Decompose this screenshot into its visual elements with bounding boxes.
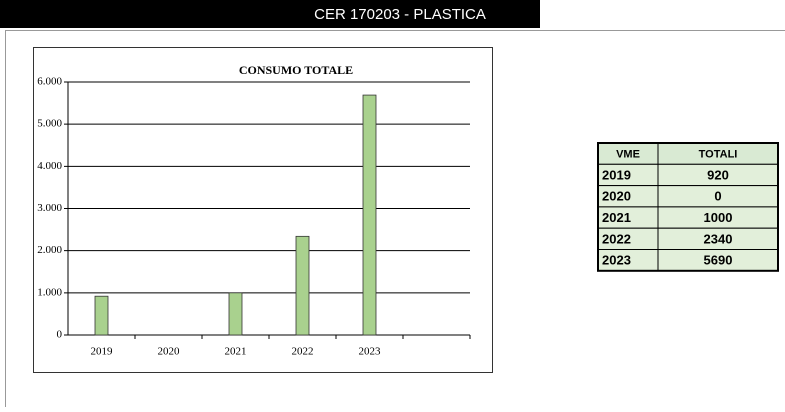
table-text: 2022 [602, 231, 631, 246]
x-tick-label: 2019 [91, 346, 114, 358]
table-text: 2021 [602, 210, 631, 225]
table-text: 1000 [704, 210, 733, 225]
bar [95, 296, 108, 335]
bar [229, 293, 242, 335]
table-header-text: TOTALI [699, 149, 738, 161]
y-tick-label: 2.000 [37, 244, 62, 256]
table-text: 2020 [602, 189, 631, 204]
bar [363, 95, 376, 335]
y-tick-label: 6.000 [37, 76, 62, 88]
x-tick-label: 2020 [158, 346, 181, 358]
table-text: 2340 [704, 231, 733, 246]
y-tick-label: 1.000 [37, 286, 62, 298]
bar [296, 236, 309, 335]
table-text: 5690 [704, 253, 733, 268]
y-tick-label: 3.000 [37, 202, 62, 214]
x-tick-label: 2022 [292, 346, 314, 358]
y-tick-label: 5.000 [37, 118, 62, 130]
table-header-text: VME [616, 149, 640, 161]
x-tick-label: 2021 [225, 346, 247, 358]
table-text: 920 [707, 167, 729, 182]
table-text: 0 [714, 189, 721, 204]
chart-title: CONSUMO TOTALE [239, 63, 353, 77]
y-tick-label: 0 [57, 329, 63, 341]
table-text: 2019 [602, 167, 631, 182]
y-tick-label: 4.000 [37, 160, 62, 172]
header-title: CER 170203 - PLASTICA [314, 6, 486, 23]
x-tick-label: 2023 [359, 346, 382, 358]
table-text: 2023 [602, 253, 631, 268]
